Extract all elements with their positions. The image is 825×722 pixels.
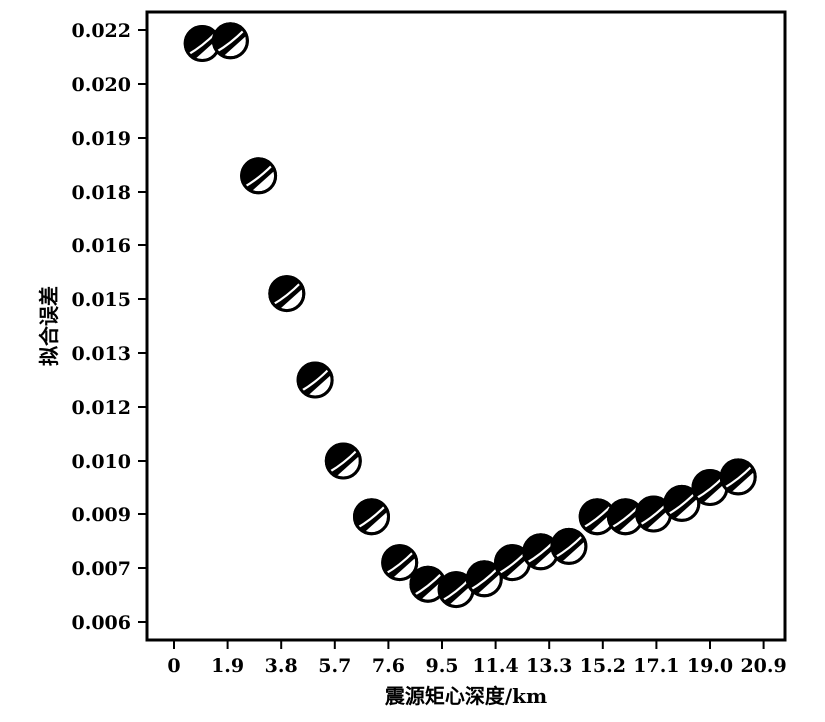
y-tick-label: 0.012 [72,397,132,419]
beachball-point [240,157,278,195]
beachball-point [324,442,362,480]
y-tick-label: 0.020 [72,74,132,96]
x-tick-label: 17.1 [633,655,679,677]
y-tick-label: 0.015 [72,289,132,311]
beachball-point [691,469,729,506]
x-tick-label: 7.6 [372,655,405,677]
x-tick-label: 20.9 [740,655,786,677]
beachball-point [494,544,531,582]
beachball-point [719,458,757,496]
x-tick-label: 19.0 [687,655,733,677]
x-tick-label: 9.5 [425,655,458,677]
beachball-point [268,275,306,313]
data-points [183,22,757,609]
x-tick-label: 1.9 [211,655,244,677]
y-axis-title: 拟合误差 [37,286,61,366]
beachball-point [211,22,249,60]
y-tick-label: 0.018 [72,182,132,204]
y-tick-label: 0.013 [72,343,132,365]
y-tick-label: 0.019 [72,128,132,150]
beachball-point [465,560,503,598]
y-tick-label: 0.010 [72,451,132,473]
beachball-point [663,484,701,522]
beachball-point [353,498,390,536]
beachball-point [409,565,447,603]
beachball-point [296,361,334,399]
y-tick-label: 0.022 [72,20,132,42]
x-axis-ticks: 0 1.9 3.8 5.7 7.6 9.5 11.4 13.3 15.2 17.1 19.0 20.9 [167,640,787,677]
y-tick-label: 0.016 [72,235,132,257]
beachball-point [381,544,419,582]
x-tick-label: 3.8 [265,655,298,677]
x-tick-label: 15.2 [580,655,626,677]
x-axis-title: 震源矩心深度/km [385,684,547,708]
x-tick-label: 11.4 [472,655,518,677]
x-tick-label: 13.3 [526,655,572,677]
y-tick-label: 0.006 [72,612,132,634]
y-axis-ticks: 0.006 0.007 0.009 0.010 0.012 0.013 0.015 0.016… [72,20,147,634]
x-tick-label: 0 [167,655,180,677]
beachball-point [550,527,588,565]
plot-frame [145,10,787,642]
y-tick-label: 0.009 [72,504,132,526]
x-tick-label: 5.7 [318,655,351,677]
y-tick-label: 0.007 [72,558,132,580]
